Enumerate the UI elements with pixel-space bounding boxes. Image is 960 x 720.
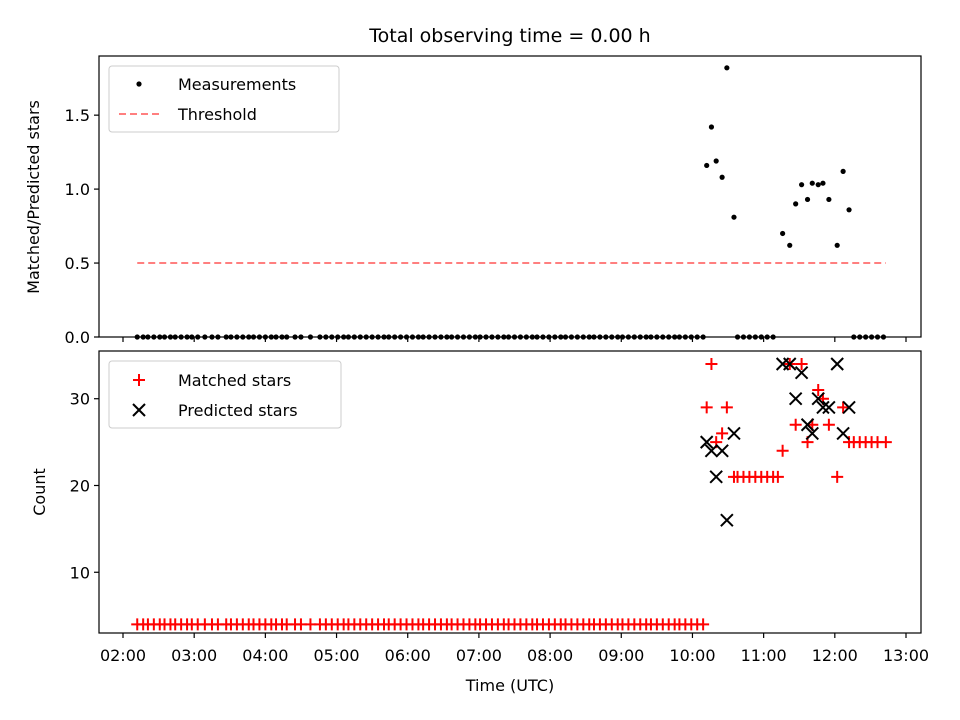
matched-stars-point	[789, 418, 802, 431]
bottom-x-tick-label: 11:00	[741, 646, 787, 665]
bottom-x-tick-label: 12:00	[812, 646, 858, 665]
matched-stars-point	[822, 418, 835, 431]
bottom-y-tick-label: 10	[70, 563, 90, 582]
predicted-stars-point	[699, 435, 714, 449]
legend-measurements-marker	[136, 81, 142, 87]
matched-stars-point	[795, 358, 808, 371]
measurement-point	[804, 196, 811, 203]
measurement-point	[724, 65, 730, 71]
top-y-ticks: 0.0 0.5 1.0 1.5	[65, 106, 99, 347]
legend-predicted-stars-marker	[132, 403, 146, 417]
predicted-stars-point	[800, 418, 815, 432]
matched-stars-point	[720, 401, 733, 414]
matched-stars-point	[776, 444, 789, 457]
predicted-stars-point	[805, 426, 819, 441]
predicted-stars-point	[836, 426, 850, 441]
top-y-tick-label: 0.0	[65, 328, 90, 347]
matched-stars-point	[705, 358, 718, 371]
top-y-tick-label: 1.5	[65, 106, 90, 125]
bottom-x-ticks: 02:00 03:00 04:00 05:00 06:00 07:00 08:00 09:00…	[100, 633, 929, 665]
legend-matched-stars-marker	[133, 374, 145, 386]
measurement-point	[731, 214, 737, 220]
top-chart-title: Total observing time = 0.00 h	[368, 25, 650, 47]
top-y-tick-label: 1.0	[65, 180, 90, 199]
predicted-stars-point	[704, 444, 719, 458]
measurement-point	[719, 174, 725, 180]
legend-threshold-label: Threshold	[177, 105, 257, 124]
bottom-x-tick-label: 03:00	[171, 646, 217, 665]
measurement-point	[780, 230, 786, 237]
matched-stars-point	[716, 427, 729, 440]
top-y-tick-label: 0.5	[65, 254, 90, 273]
bottom-legend: Matched stars Predicted stars	[108, 360, 342, 429]
top-legend-box	[108, 65, 340, 133]
predicted-stars-point	[727, 426, 741, 441]
bottom-y-tick-label: 20	[70, 476, 90, 495]
bottom-x-tick-label: 05:00	[313, 646, 359, 665]
measurement-point	[809, 180, 815, 186]
matched-stars-point	[697, 618, 710, 631]
bottom-x-tick-label: 10:00	[669, 646, 715, 665]
measurement-point	[826, 196, 832, 203]
top-y-axis-label: Matched/Predicted stars	[24, 100, 43, 294]
matched-stars-point	[837, 401, 850, 414]
measurement-point	[820, 180, 826, 186]
legend-matched-stars-label: Matched stars	[178, 371, 291, 390]
top-panel: 0.0 0.5 1.0 1.5 Matched/Predicted stars Mea…	[24, 55, 922, 347]
measurement-point	[704, 162, 710, 169]
predicted-stars-point	[816, 400, 830, 415]
legend-predicted-stars-label: Predicted stars	[178, 401, 298, 420]
predicted-stars-point	[715, 444, 729, 458]
bottom-y-tick-label: 30	[70, 390, 90, 409]
measurement-point	[840, 168, 846, 174]
predicted-stars-point	[794, 365, 809, 380]
predicted-stars-point	[783, 357, 797, 371]
bottom-y-axis-label: Count	[30, 468, 49, 516]
bottom-x-tick-label: 08:00	[527, 646, 573, 665]
bottom-x-tick-label: 02:00	[100, 646, 146, 665]
bottom-x-tick-label: 13:00	[883, 646, 929, 665]
bottom-plot-marks	[131, 357, 892, 631]
measurement-point	[815, 182, 821, 188]
matched-stars-point	[771, 470, 784, 483]
matched-stars-point	[700, 401, 713, 414]
predicted-stars-point	[830, 357, 844, 371]
top-legend: Measurements Threshold	[108, 65, 340, 133]
measurement-point	[793, 201, 799, 207]
matched-stars-point	[879, 436, 892, 449]
matched-stars-point	[831, 470, 844, 483]
bottom-panel: 10 20 30 02:00 03:00 04:00 05:00 06:00 07:00 08:…	[30, 350, 929, 695]
measurement-point	[799, 182, 805, 188]
matched-stars-point	[812, 384, 825, 397]
bottom-axes-frame	[98, 350, 922, 634]
predicted-stars-point	[720, 513, 734, 527]
predicted-stars-point	[788, 392, 803, 406]
bottom-legend-box	[108, 360, 342, 429]
legend-measurements-label: Measurements	[178, 75, 296, 94]
predicted-stars-point	[811, 392, 825, 406]
bottom-y-ticks: 10 20 30	[70, 390, 99, 582]
measurement-point	[846, 207, 852, 213]
top-x-ticks	[122, 337, 907, 342]
predicted-stars-point	[842, 400, 856, 415]
bottom-x-tick-label: 09:00	[598, 646, 644, 665]
bottom-x-tick-label: 04:00	[242, 646, 288, 665]
measurement-point	[713, 158, 719, 164]
measurement-point	[708, 124, 715, 130]
bottom-x-tick-label: 07:00	[456, 646, 502, 665]
bottom-x-tick-label: 06:00	[385, 646, 431, 665]
predicted-stars-point	[822, 400, 836, 415]
predicted-stars-point	[709, 470, 723, 484]
measurement-point	[834, 242, 840, 248]
top-axes-frame	[98, 55, 922, 338]
measurement-point	[787, 242, 793, 248]
bottom-x-axis-label: Time (UTC)	[465, 676, 554, 695]
